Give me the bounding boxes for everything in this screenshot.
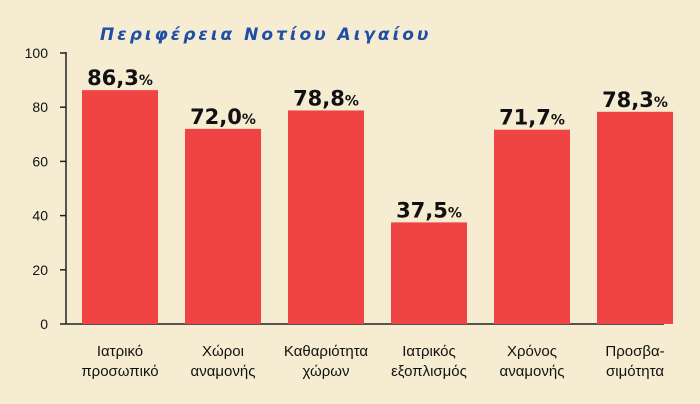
category-labels: Ιατρικό προσωπικό Χώροι αναμονής Καθαριότητα… bbox=[81, 343, 664, 380]
bars bbox=[82, 90, 673, 325]
category-label: προσωπικό bbox=[81, 363, 158, 380]
y-tick-label: 60 bbox=[32, 153, 48, 169]
data-label-percent: % bbox=[345, 93, 359, 109]
category-label: αναμονής bbox=[500, 363, 565, 380]
data-label: 72,0% bbox=[190, 105, 256, 129]
category-label: εξοπλισμός bbox=[391, 363, 467, 380]
data-label-percent: % bbox=[654, 95, 668, 111]
category-label: αναμονής bbox=[191, 363, 256, 380]
y-tick-label: 80 bbox=[32, 99, 48, 115]
bar bbox=[391, 222, 467, 324]
data-label-value: 71,7 bbox=[499, 106, 551, 130]
bar bbox=[82, 90, 158, 324]
data-label-value: 78,3 bbox=[602, 88, 654, 112]
category-label: σιμότητα bbox=[606, 363, 664, 380]
data-label-value: 78,8 bbox=[293, 86, 345, 110]
category-label: Ιατρικό bbox=[97, 343, 143, 360]
data-label-percent: % bbox=[139, 73, 153, 89]
data-label: 71,7% bbox=[499, 106, 565, 130]
category-label: Καθαριότητα bbox=[284, 343, 368, 360]
data-label: 37,5% bbox=[396, 198, 462, 222]
y-ticks: 0 20 40 60 80 100 bbox=[25, 45, 66, 332]
y-tick-label: 40 bbox=[32, 208, 48, 224]
bar bbox=[494, 129, 570, 324]
chart-title: Περιφέρεια Νοτίου Αιγαίου bbox=[100, 25, 431, 45]
category-label: Ιατρικός bbox=[402, 343, 456, 360]
data-label-value: 86,3 bbox=[87, 66, 139, 90]
data-label-percent: % bbox=[448, 205, 462, 221]
category-label: Χώροι bbox=[202, 343, 244, 360]
category-label: Προσβα- bbox=[605, 343, 664, 360]
y-tick-label: 20 bbox=[32, 262, 48, 278]
bar bbox=[597, 111, 673, 324]
data-label-value: 37,5 bbox=[396, 198, 448, 222]
data-label: 78,8% bbox=[293, 86, 359, 110]
data-label-percent: % bbox=[242, 112, 256, 128]
data-label: 78,3% bbox=[602, 88, 668, 112]
bar bbox=[185, 128, 261, 324]
y-tick-label: 0 bbox=[40, 316, 48, 332]
bar bbox=[288, 110, 364, 325]
data-labels: 86,3%72,0%78,8%37,5%71,7%78,3% bbox=[87, 66, 668, 222]
y-tick-label: 100 bbox=[25, 45, 49, 61]
category-label: Χρόνος bbox=[507, 343, 557, 360]
category-label: χώρων bbox=[303, 363, 350, 380]
data-label-value: 72,0 bbox=[190, 105, 242, 129]
data-label-percent: % bbox=[551, 113, 565, 129]
data-label: 86,3% bbox=[87, 66, 153, 90]
